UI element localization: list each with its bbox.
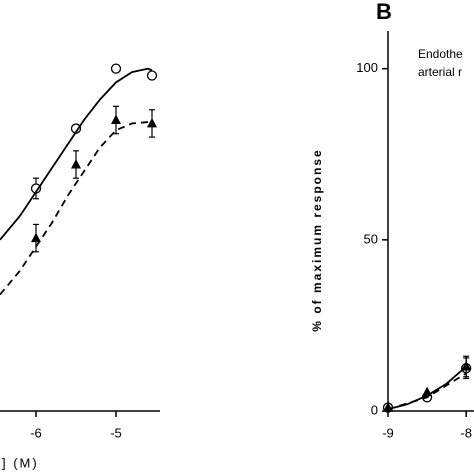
x-tick-label: -5 — [110, 425, 122, 440]
annotation: Endothe — [418, 47, 463, 61]
x-tick-label: -9 — [382, 425, 394, 440]
panel-label: B — [376, 0, 392, 24]
x-tick-label: -8 — [460, 425, 472, 440]
y-axis-label: % of maximum response — [310, 148, 324, 331]
marker-triangle — [147, 117, 157, 128]
y-tick-label: 0 — [371, 402, 378, 417]
fit-line — [0, 67, 153, 241]
y-tick-label: 50 — [364, 231, 378, 246]
marker-circle — [146, 70, 158, 81]
marker-circle — [110, 63, 122, 74]
fit-line — [387, 372, 467, 411]
x-axis-label: ] (M) — [2, 455, 39, 470]
marker-triangle — [111, 114, 121, 125]
annotation: arterial r — [418, 65, 462, 79]
marker-triangle — [71, 159, 81, 169]
y-tick-label: 100 — [356, 60, 378, 75]
fit-line — [0, 120, 153, 296]
marker-triangle — [31, 232, 41, 243]
x-tick-label: -6 — [30, 425, 42, 440]
